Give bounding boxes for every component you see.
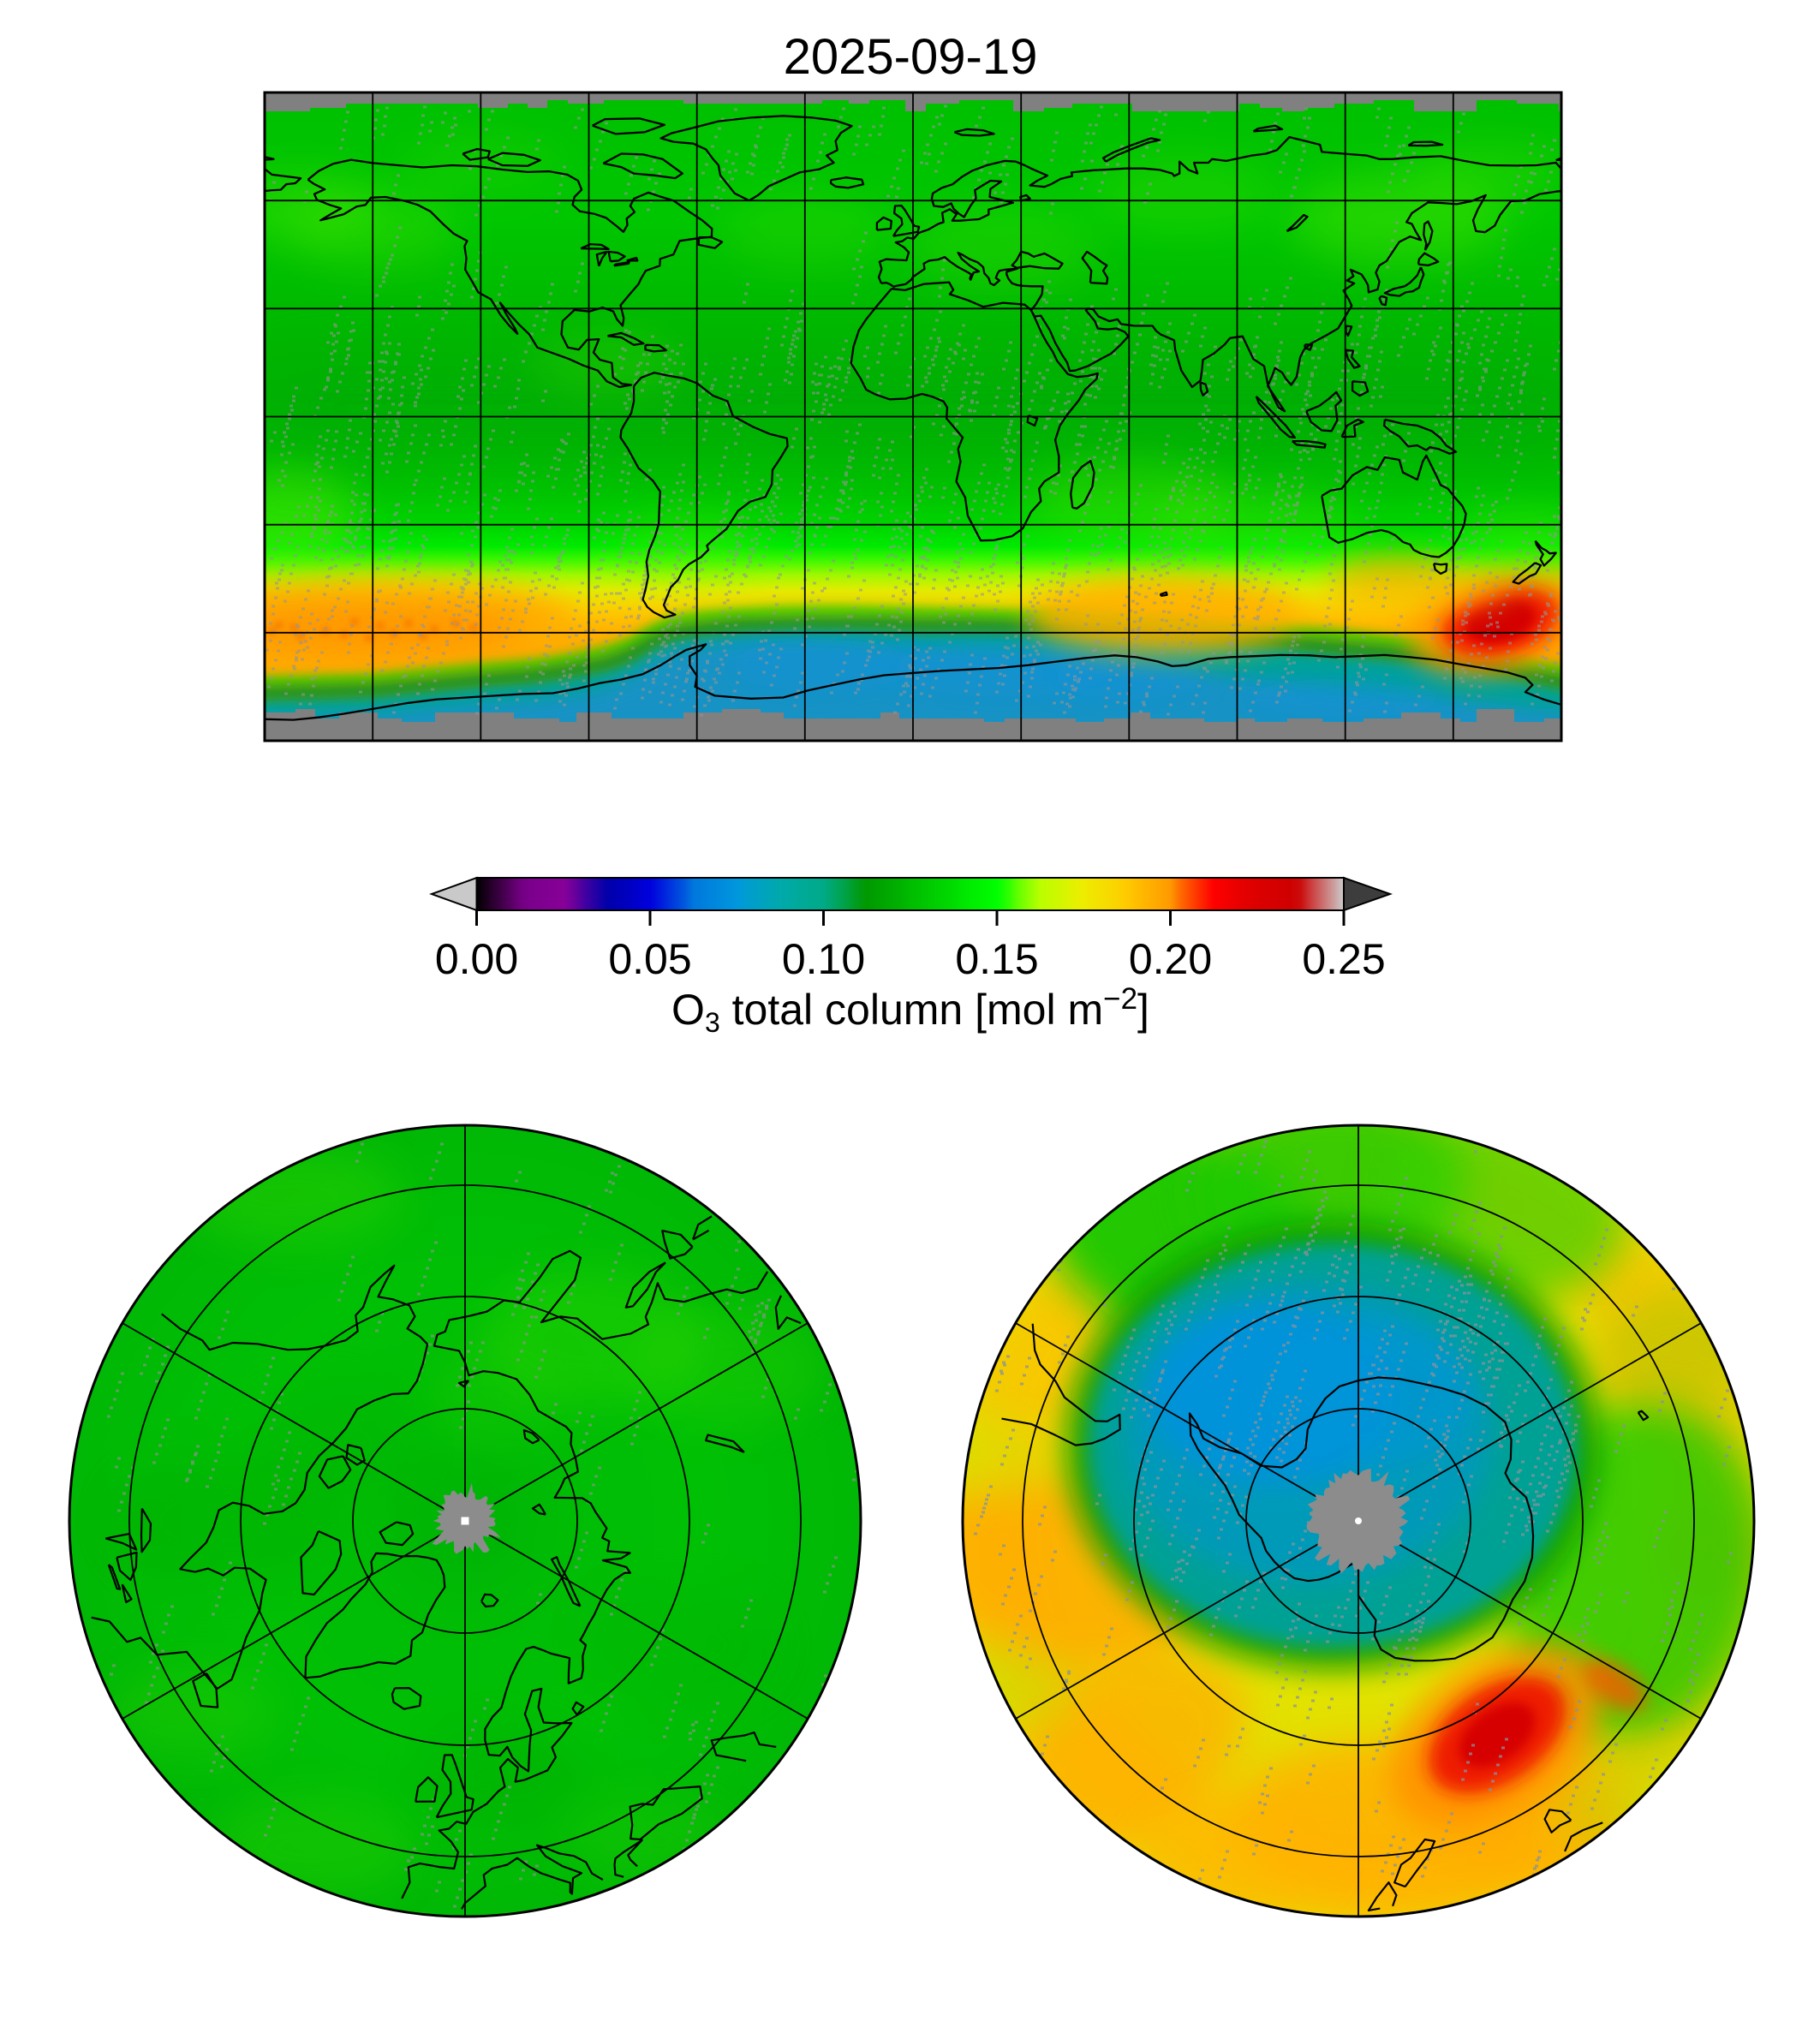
svg-text:0.05: 0.05 (608, 935, 691, 983)
svg-text:O3 total column [mol m−2]: O3 total column [mol m−2] (671, 982, 1149, 1038)
svg-text:2025-09-19: 2025-09-19 (784, 29, 1038, 85)
svg-text:0.00: 0.00 (435, 935, 518, 983)
svg-text:0.15: 0.15 (955, 935, 1038, 983)
svg-text:0.20: 0.20 (1129, 935, 1212, 983)
svg-text:0.10: 0.10 (782, 935, 865, 983)
svg-text:0.25: 0.25 (1302, 935, 1385, 983)
